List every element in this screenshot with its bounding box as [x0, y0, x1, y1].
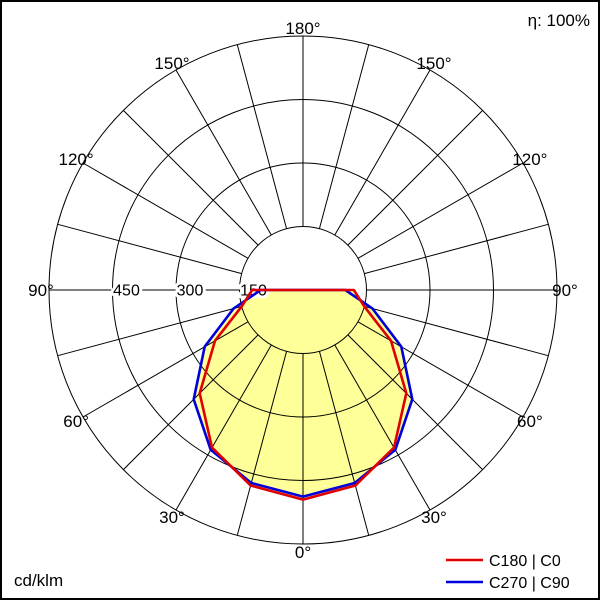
grid-spoke: [236, 44, 288, 229]
grid-spoke: [82, 162, 249, 259]
legend-label-c0: C180 | C0: [489, 553, 561, 570]
grid-spoke: [57, 223, 242, 275]
grid-spoke: [364, 305, 549, 357]
grid-spoke: [175, 69, 272, 236]
angle-label: 90°: [28, 281, 54, 300]
angle-label: 180°: [285, 19, 320, 38]
grid-spoke: [347, 110, 483, 246]
angle-label: 60°: [63, 412, 89, 431]
grid-spoke: [236, 351, 288, 536]
grid-spoke: [347, 334, 483, 470]
legend-label-c90: C270 | C90: [489, 575, 570, 592]
grid-spoke: [318, 44, 370, 229]
angle-label: 30°: [421, 508, 447, 527]
ring-tick-label: 300: [177, 283, 204, 300]
angle-label: 150°: [416, 54, 451, 73]
angle-label: 0°: [295, 543, 311, 562]
grid-spoke: [123, 334, 259, 470]
grid-spoke: [334, 69, 431, 236]
efficiency-label: η: 100%: [528, 11, 590, 30]
angle-label: 30°: [159, 508, 185, 527]
grid-spoke: [57, 305, 242, 357]
grid-spoke: [357, 321, 524, 418]
ring-tick-label: 450: [113, 283, 140, 300]
legend: C180 | C0 C270 | C90: [446, 553, 570, 592]
angle-label: 90°: [552, 281, 578, 300]
grid-spoke: [334, 344, 431, 511]
angle-label: 150°: [154, 54, 189, 73]
grid-spoke: [123, 110, 259, 246]
grid-spoke: [364, 223, 549, 275]
grid-spoke: [175, 344, 272, 511]
angle-label: 60°: [517, 412, 543, 431]
curve-c270-c90: [192, 288, 414, 498]
grid-spoke: [82, 321, 249, 418]
angle-label: 120°: [59, 150, 94, 169]
grid-spoke: [318, 351, 370, 536]
grid-spoke: [357, 162, 524, 259]
units-label: cd/klm: [14, 571, 63, 590]
curve-c180-c0: [198, 288, 408, 501]
angle-label: 120°: [512, 150, 547, 169]
